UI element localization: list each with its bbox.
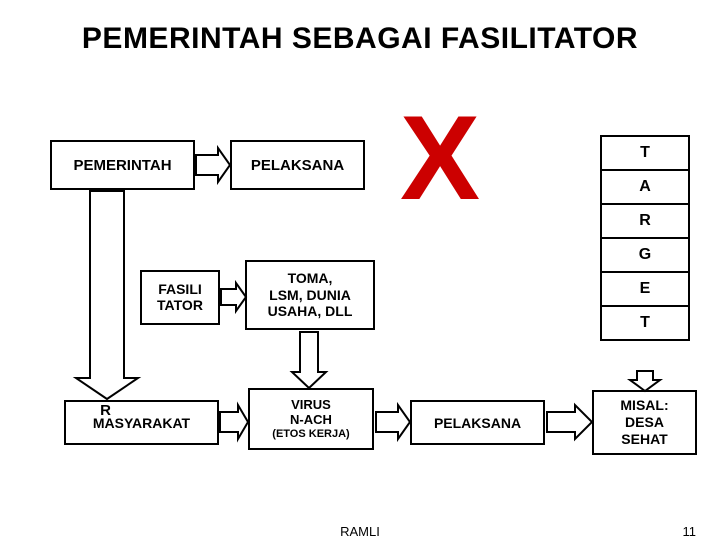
node-masyarakat: MASYARAKAT — [64, 400, 219, 445]
target-cell: R — [602, 205, 688, 239]
arrow-right-icon — [196, 148, 230, 182]
arrow-down-icon — [292, 332, 326, 388]
big-x-mark: X — [400, 98, 480, 218]
node-misal: MISAL:DESASEHAT — [592, 390, 697, 455]
node-pelaksana-2: PELAKSANA — [410, 400, 545, 445]
target-cell: E — [602, 273, 688, 307]
arrow-right-icon — [220, 405, 248, 439]
arrow-down-icon — [630, 371, 660, 391]
virus-line2: N-ACH — [290, 413, 332, 428]
target-cell: A — [602, 171, 688, 205]
node-pemerintah: PEMERINTAH — [50, 140, 195, 190]
virus-line1: VIRUS — [291, 398, 331, 413]
target-column: T A R G E T — [600, 135, 690, 341]
vertical-fasilitator-label: FASILITATOR — [97, 222, 114, 420]
page-number: 11 — [683, 524, 697, 539]
node-toma: TOMA,LSM, DUNIAUSAHA, DLL — [245, 260, 375, 330]
node-pelaksana: PELAKSANA — [230, 140, 365, 190]
arrow-right-icon — [376, 405, 410, 439]
page-title: PEMERINTAH SEBAGAI FASILITATOR — [0, 22, 720, 56]
node-virus: VIRUS N-ACH (ETOS KERJA) — [248, 388, 374, 450]
arrow-right-icon — [221, 283, 246, 311]
node-fasilitator-small: FASILITATOR — [140, 270, 220, 325]
arrow-right-icon — [547, 405, 592, 439]
virus-sub: (ETOS KERJA) — [272, 428, 349, 441]
target-cell: T — [602, 307, 688, 339]
target-cell: T — [602, 137, 688, 171]
target-cell: G — [602, 239, 688, 273]
footer-author: RAMLI — [0, 524, 720, 539]
